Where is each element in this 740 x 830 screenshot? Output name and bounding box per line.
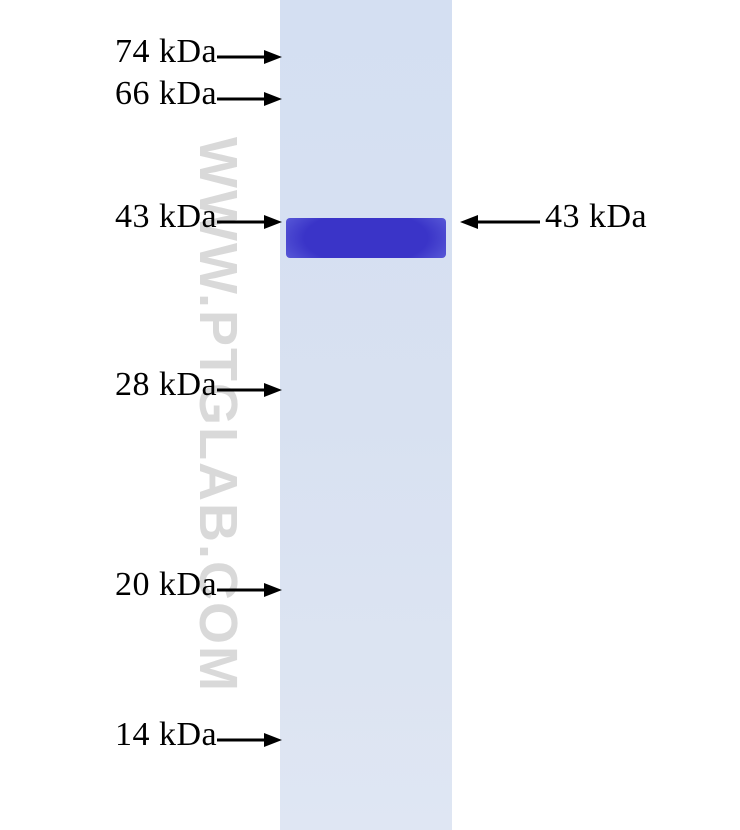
mw-marker-66kda: 66 kDa [115, 89, 282, 109]
gel-figure: WWW.PTGLAB.COM 74 kDa66 kDa43 kDa28 kDa2… [0, 0, 740, 830]
mw-marker-label: 20 kDa [115, 575, 217, 595]
arrow-right-icon [217, 89, 282, 109]
arrow-right-icon [217, 730, 282, 750]
protein-band-43kda [286, 218, 446, 258]
mw-marker-label: 74 kDa [115, 42, 217, 62]
mw-marker-20kda: 20 kDa [115, 580, 282, 600]
mw-marker-label: 14 kDa [115, 725, 217, 745]
arrow-right-icon [217, 212, 282, 232]
arrow-right-icon [217, 47, 282, 67]
arrow-left-icon [460, 212, 540, 232]
arrow-right-icon [217, 580, 282, 600]
mw-marker-14kda: 14 kDa [115, 730, 282, 750]
mw-marker-28kda: 28 kDa [115, 380, 282, 400]
annotation-label: 43 kDa [545, 207, 647, 227]
mw-marker-label: 43 kDa [115, 207, 217, 227]
mw-marker-label: 66 kDa [115, 84, 217, 104]
mw-marker-74kda: 74 kDa [115, 47, 282, 67]
mw-marker-label: 28 kDa [115, 375, 217, 395]
arrow-right-icon [217, 380, 282, 400]
gel-lane [280, 0, 452, 830]
band-annotation-43kda: 43 kDa [460, 212, 647, 232]
mw-marker-43kda: 43 kDa [115, 212, 282, 232]
